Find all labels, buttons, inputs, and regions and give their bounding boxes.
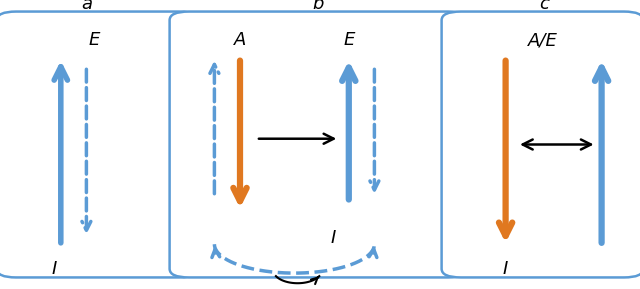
Text: E: E <box>343 31 355 49</box>
Text: I: I <box>52 260 57 278</box>
FancyBboxPatch shape <box>0 12 198 277</box>
Text: b: b <box>312 0 324 13</box>
Text: A: A <box>234 31 246 49</box>
Text: I: I <box>331 229 336 247</box>
Text: c: c <box>539 0 549 13</box>
Text: I: I <box>503 260 508 278</box>
Text: A/E: A/E <box>528 31 557 49</box>
Text: a: a <box>81 0 92 13</box>
Text: E: E <box>88 31 100 49</box>
FancyBboxPatch shape <box>170 12 467 277</box>
FancyBboxPatch shape <box>442 12 640 277</box>
